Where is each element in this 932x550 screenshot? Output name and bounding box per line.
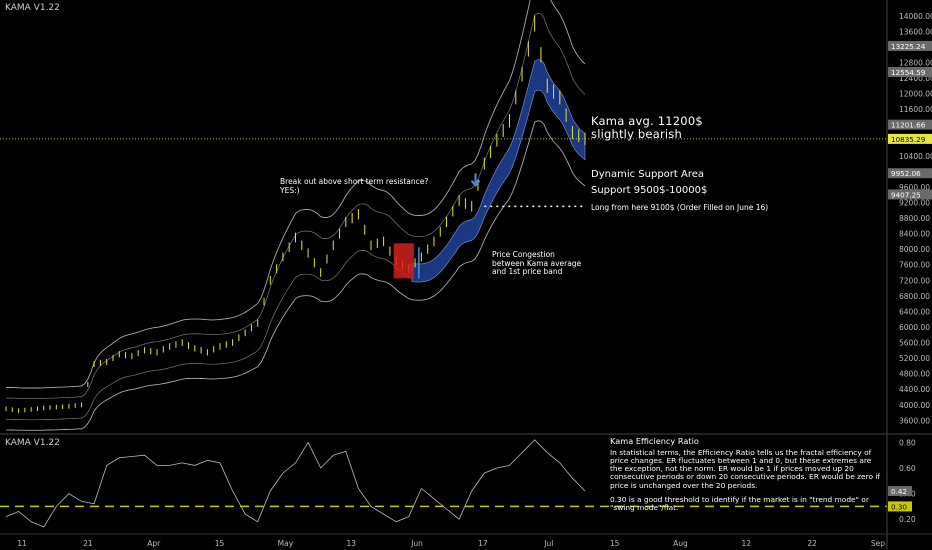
price-label-box xyxy=(888,119,932,130)
time-tick-label: 22 xyxy=(807,539,817,548)
price-tick-label: 7200.00 xyxy=(899,276,930,285)
price-label-text: 12554.59 xyxy=(891,68,926,77)
kama-support-area xyxy=(411,59,586,283)
time-tick-label: 21 xyxy=(83,539,93,548)
price-label-text: 9952.06 xyxy=(891,169,921,178)
price-tick-label: 3600.00 xyxy=(899,416,930,425)
price-tick-label: 10400.00 xyxy=(899,152,932,161)
price-tick-label: 8800.00 xyxy=(899,214,930,223)
price-pane-title: KAMA V1.22 xyxy=(5,3,60,13)
price-tick-label: 6800.00 xyxy=(899,292,930,301)
efficiency-title: Kama Efficiency Ratio xyxy=(610,436,699,446)
price-tick-label: 4000.00 xyxy=(899,401,930,410)
time-tick-label: Jun xyxy=(410,539,423,548)
price-label-box xyxy=(888,133,932,144)
congestion-annotation: Price Congestion between Kama average an… xyxy=(492,250,582,277)
time-tick-label: 15 xyxy=(215,539,225,548)
time-tick-label: 12 xyxy=(742,539,752,548)
osc-label-text: 0.42 xyxy=(891,487,907,496)
time-tick-label: Apr xyxy=(147,539,161,548)
price-label-box xyxy=(888,67,932,78)
time-tick-label: Aug xyxy=(673,539,688,548)
osc-label-box xyxy=(888,501,912,512)
osc-tick-label: 0.60 xyxy=(899,464,916,473)
price-tick-label: 6000.00 xyxy=(899,323,930,332)
support-range-annotation: Support 9500$-10000$ xyxy=(591,185,708,196)
price-label-text: 10835.29 xyxy=(891,135,926,144)
price-tick-label: 9200.00 xyxy=(899,198,930,207)
down-arrow-head-icon xyxy=(470,180,481,187)
price-tick-label: 13600.00 xyxy=(899,27,932,36)
price-tick-label: 5200.00 xyxy=(899,354,930,363)
price-tick-label: 8000.00 xyxy=(899,245,930,254)
price-tick-label: 12000.00 xyxy=(899,90,932,99)
price-tick-label: 6400.00 xyxy=(899,307,930,316)
efficiency-ratio-note: Kama Efficiency Ratio In statistical ter… xyxy=(610,436,885,518)
price-tick-label: 11600.00 xyxy=(899,105,932,114)
price-tick-label: 4800.00 xyxy=(899,370,930,379)
osc-label-text: 0.30 xyxy=(891,502,907,511)
osc-pane-title: KAMA V1.22 xyxy=(5,438,60,448)
osc-tick-label: 0.80 xyxy=(899,438,916,447)
osc-tick-label: 0.20 xyxy=(899,515,916,524)
time-tick-label: 17 xyxy=(478,539,488,548)
outer-lower-band xyxy=(6,120,586,431)
time-tick-label: 15 xyxy=(610,539,620,548)
time-tick-label: 11 xyxy=(17,539,27,548)
price-tick-label: 14000.00 xyxy=(899,12,932,21)
price-label-text: 9407.25 xyxy=(891,190,921,199)
price-label-text: 13225.24 xyxy=(891,42,926,51)
price-tick-label: 4400.00 xyxy=(899,385,930,394)
price-label-box xyxy=(888,168,932,179)
efficiency-paragraph-2: 0.30 is a good threshold to identify if … xyxy=(610,494,869,512)
price-label-box xyxy=(888,189,932,200)
price-tick-label: 12800.00 xyxy=(899,58,932,67)
price-pane xyxy=(0,0,887,431)
long-entry-annotation: Long from here 9100$ (Order Filled on Ju… xyxy=(591,203,769,212)
congestion-box xyxy=(393,243,414,279)
price-label-text: 11201.66 xyxy=(891,121,926,130)
kama-avg-annotation: Kama avg. 11200$ slightly bearish xyxy=(591,114,703,142)
time-tick-label: May xyxy=(278,539,294,548)
osc-label-box xyxy=(888,486,912,497)
time-tick-label: Sep xyxy=(871,539,885,548)
efficiency-ratio-line xyxy=(5,439,586,528)
breakout-annotation: Break out above short term resistance? Y… xyxy=(280,177,429,195)
price-label-box xyxy=(888,40,932,51)
price-tick-label: 9600.00 xyxy=(899,183,930,192)
price-tick-label: 12400.00 xyxy=(899,74,932,83)
price-tick-label: 7600.00 xyxy=(899,261,930,270)
time-axis: 11 21 Apr 15 May 13 Jun 17 Jul 15 Aug 12 22 Sep xyxy=(17,539,885,548)
outer-upper-band xyxy=(5,0,586,389)
efficiency-paragraph-1: In statistical terms, the Efficiency Rat… xyxy=(610,448,880,490)
time-tick-label: Jul xyxy=(543,539,553,548)
dynamic-support-annotation: Dynamic Support Area xyxy=(591,169,705,180)
efficiency-ratio-pane xyxy=(0,439,887,528)
time-tick-label: 13 xyxy=(346,539,356,548)
price-tick-label: 5600.00 xyxy=(899,339,930,348)
price-tick-label: 8400.00 xyxy=(899,230,930,239)
